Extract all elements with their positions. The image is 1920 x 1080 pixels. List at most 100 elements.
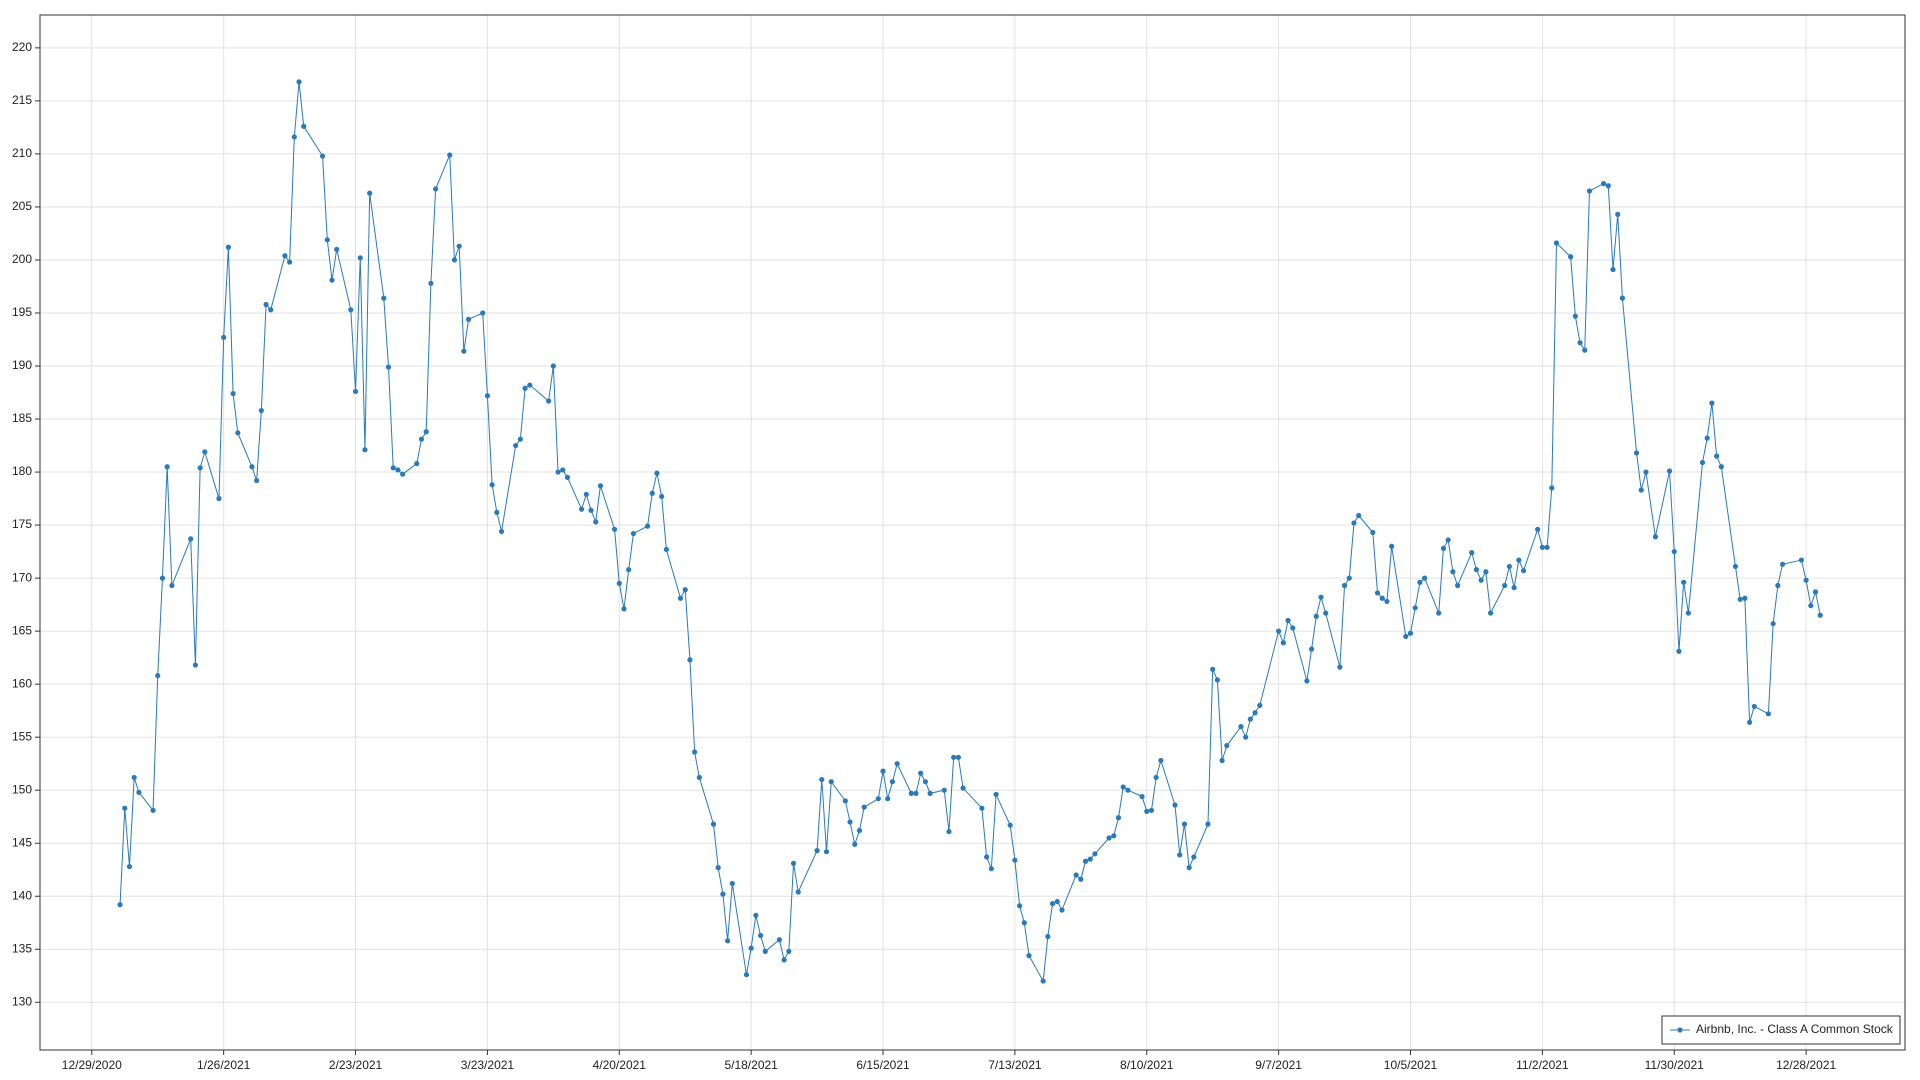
data-point [1704,435,1710,441]
data-point [852,841,858,847]
data-point [1417,579,1423,585]
data-point [465,316,472,322]
data-point [296,79,302,85]
data-point [889,779,896,785]
data-point [1633,450,1640,456]
data-point [1252,710,1258,716]
data-point [489,482,495,488]
data-point [414,460,420,467]
data-point [1308,646,1315,652]
data-point [720,891,726,897]
data-point [1577,340,1583,346]
data-point [225,244,231,250]
y-tick-label: 195 [12,305,32,319]
data-point [1120,784,1126,790]
data-point [1746,719,1753,725]
data-point [1148,807,1155,813]
data-point [1087,856,1093,862]
data-point [753,912,759,918]
data-point [1040,978,1046,984]
data-point [696,774,702,781]
y-tick-label: 175 [12,517,32,531]
data-point [367,190,373,196]
data-point [155,673,161,679]
data-point [885,796,891,802]
data-point [894,761,900,767]
data-point [729,880,735,887]
data-point [390,465,396,471]
data-point [757,932,764,939]
data-point [611,526,618,532]
data-point [348,307,354,313]
data-point [1699,459,1706,466]
data-point [395,467,401,473]
data-point [1751,703,1757,710]
data-point [513,442,519,449]
y-tick-label: 180 [12,464,32,478]
data-point [1539,544,1545,550]
data-point [1139,793,1145,800]
data-point [1158,757,1164,764]
data-point [941,787,947,793]
x-tick-label: 10/5/2021 [1384,1058,1438,1072]
data-point [1454,582,1461,589]
data-point [1714,453,1720,459]
data-point [164,464,170,470]
data-point [381,295,387,301]
data-point [433,186,439,192]
data-point [451,257,458,263]
data-point [1652,534,1658,540]
data-point [1469,550,1475,556]
x-tick-label: 6/15/2021 [856,1058,910,1072]
data-point [352,388,359,395]
series-line [119,81,1821,983]
data-point [1313,613,1319,619]
y-tick-label: 145 [12,835,32,849]
data-point [197,465,203,471]
data-point [1389,543,1395,549]
data-point [428,280,434,286]
data-point [1666,468,1673,474]
data-point [527,382,533,388]
data-point [951,754,957,760]
data-point [522,385,528,391]
data-point [1685,610,1691,616]
data-point [188,536,194,542]
data-point [230,390,236,397]
data-point [842,798,848,804]
data-point [1144,808,1150,814]
data-point [282,253,288,259]
data-point [922,779,929,785]
data-point [908,790,914,796]
data-point [258,407,264,414]
data-point [960,785,966,791]
data-point [517,436,523,442]
data-point [1257,702,1263,708]
data-point [1478,577,1484,583]
data-point [1276,628,1282,634]
data-point [710,821,717,827]
data-point [682,587,688,593]
data-point [1765,711,1772,717]
data-point [494,509,500,515]
y-tick-label: 205 [12,199,32,213]
data-point [235,430,241,436]
x-tick-label: 12/28/2021 [1776,1058,1836,1072]
data-point [984,854,990,860]
data-point [588,507,594,513]
data-point [1153,774,1159,781]
data-point [126,863,133,870]
data-point [301,123,307,129]
x-tick-label: 3/23/2021 [461,1058,515,1072]
data-point [1111,833,1117,839]
data-point [875,796,881,802]
data-point [1049,901,1056,907]
y-tick-label: 185 [12,411,32,425]
data-point [1115,815,1122,821]
x-tick-label: 5/18/2021 [724,1058,778,1072]
data-point [131,774,137,781]
x-tick-label: 12/29/2020 [62,1058,122,1072]
data-point [621,606,627,612]
data-point [1082,858,1089,864]
